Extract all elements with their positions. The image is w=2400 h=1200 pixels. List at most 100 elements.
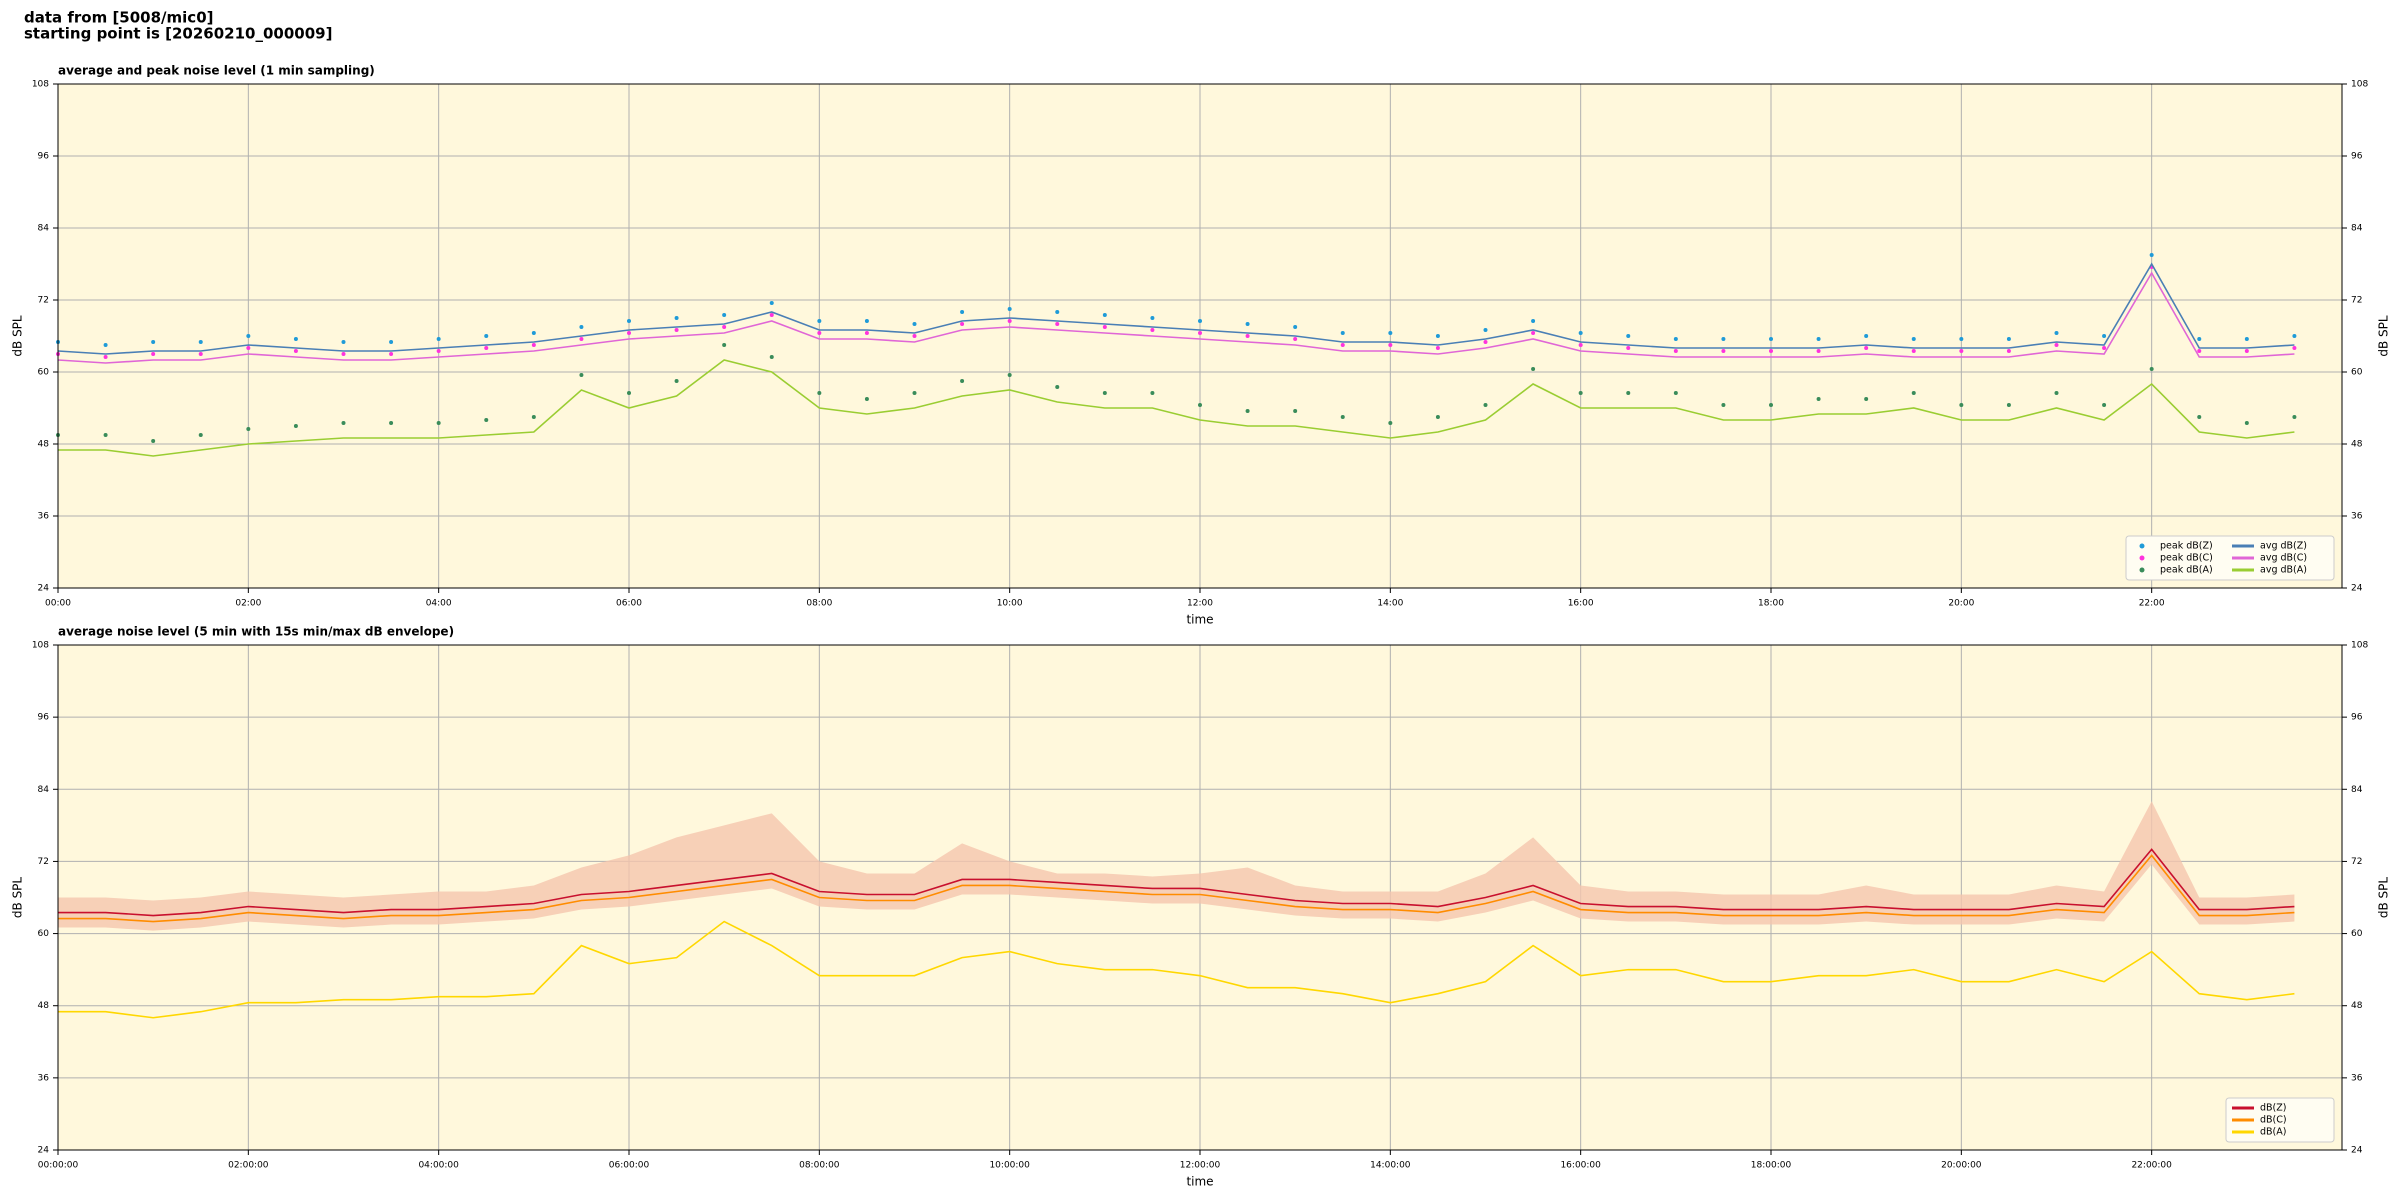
data-point bbox=[293, 424, 298, 428]
data-point bbox=[1198, 331, 1202, 335]
data-line bbox=[58, 848, 2295, 917]
x-tick-label: 20:00:00 bbox=[1941, 1161, 1982, 1171]
legend-label: dB(A) bbox=[2260, 1127, 2286, 1138]
data-point bbox=[2197, 415, 2202, 419]
x-tick-label: 00:00 bbox=[45, 599, 71, 609]
legend-label: peak dB(Z) bbox=[2160, 541, 2213, 552]
data-point bbox=[531, 331, 536, 335]
data-point bbox=[1293, 409, 1298, 413]
data-point bbox=[1055, 385, 1060, 389]
data-point bbox=[1769, 337, 1773, 341]
data-point bbox=[1626, 334, 1631, 338]
y2-tick-label: 48 bbox=[2351, 1001, 2363, 1011]
data-point bbox=[1102, 325, 1107, 329]
data-point bbox=[1388, 331, 1393, 335]
y-tick-label: 108 bbox=[32, 641, 49, 651]
y2-axis-label: dB SPL bbox=[2377, 877, 2391, 919]
data-point bbox=[1150, 328, 1155, 332]
y-tick-label: 24 bbox=[38, 584, 50, 594]
data-point bbox=[1531, 319, 1536, 323]
data-point bbox=[103, 343, 108, 347]
data-point bbox=[1198, 403, 1202, 407]
data-point bbox=[484, 418, 489, 422]
y-tick-label: 84 bbox=[38, 224, 50, 234]
x-axis-label: time bbox=[1186, 1175, 1213, 1189]
y2-axis-label: dB SPL bbox=[2377, 315, 2391, 357]
x-tick-label: 04:00 bbox=[426, 599, 452, 609]
data-point bbox=[2102, 346, 2107, 350]
y2-tick-label: 72 bbox=[2351, 857, 2362, 867]
data-point bbox=[246, 334, 251, 338]
data-point bbox=[2006, 337, 2011, 341]
data-point bbox=[1531, 331, 1536, 335]
x-tick-label: 06:00 bbox=[616, 599, 642, 609]
y2-tick-label: 60 bbox=[2351, 368, 2363, 378]
y2-tick-label: 108 bbox=[2351, 641, 2368, 651]
y-axis-label: dB SPL bbox=[11, 877, 25, 919]
data-point bbox=[1626, 346, 1631, 350]
data-point bbox=[1245, 322, 1250, 326]
data-point bbox=[2149, 253, 2154, 257]
x-tick-label: 16:00 bbox=[1568, 599, 1594, 609]
data-line bbox=[57, 271, 2295, 364]
data-point bbox=[1911, 349, 1916, 353]
data-point bbox=[1388, 343, 1393, 347]
data-point bbox=[1388, 421, 1393, 425]
y-tick-label: 84 bbox=[38, 785, 50, 795]
data-point bbox=[151, 352, 156, 356]
y-tick-label: 60 bbox=[38, 368, 50, 378]
y-tick-label: 72 bbox=[38, 296, 49, 306]
x-tick-label: 08:00 bbox=[806, 599, 832, 609]
data-point bbox=[389, 340, 394, 344]
x-tick-label: 20:00 bbox=[1948, 599, 1974, 609]
data-point bbox=[389, 352, 394, 356]
y-tick-label: 48 bbox=[38, 1001, 50, 1011]
data-point bbox=[1483, 403, 1488, 407]
data-point bbox=[293, 349, 298, 353]
data-point bbox=[627, 391, 631, 395]
x-tick-label: 22:00:00 bbox=[2131, 1161, 2172, 1171]
x-tick-label: 18:00:00 bbox=[1751, 1161, 1792, 1171]
data-point bbox=[1435, 415, 1440, 419]
data-point bbox=[1435, 334, 1440, 338]
data-point bbox=[1721, 349, 1726, 353]
data-point bbox=[1721, 337, 1726, 341]
data-point bbox=[198, 352, 203, 356]
data-point bbox=[151, 439, 156, 443]
data-point bbox=[198, 433, 203, 437]
data-point bbox=[1293, 325, 1298, 329]
data-point bbox=[1816, 337, 1821, 341]
legend-box bbox=[2125, 535, 2335, 581]
data-point bbox=[484, 346, 489, 350]
header-line: starting point is [20260210_000009] bbox=[24, 25, 332, 43]
data-point bbox=[1007, 319, 1012, 323]
data-point bbox=[1959, 349, 1964, 353]
data-point bbox=[341, 421, 346, 425]
data-point bbox=[722, 343, 727, 347]
y2-tick-label: 24 bbox=[2351, 1146, 2363, 1156]
y2-tick-label: 84 bbox=[2351, 785, 2363, 795]
data-point bbox=[2102, 403, 2107, 407]
data-line bbox=[58, 854, 2295, 923]
data-point bbox=[769, 355, 774, 359]
legend-label: dB(C) bbox=[2260, 1115, 2287, 1126]
data-point bbox=[1578, 343, 1583, 347]
data-point bbox=[960, 310, 965, 314]
data-point bbox=[531, 415, 536, 419]
data-point bbox=[1055, 322, 1060, 326]
data-point bbox=[1198, 319, 1202, 323]
x-tick-label: 14:00:00 bbox=[1370, 1161, 1411, 1171]
data-point bbox=[817, 319, 822, 323]
data-point bbox=[864, 331, 869, 335]
y-tick-label: 96 bbox=[38, 152, 50, 162]
legend-label: peak dB(A) bbox=[2160, 565, 2213, 576]
chart-title: average noise level (5 min with 15s min/… bbox=[58, 625, 454, 639]
data-point bbox=[1673, 349, 1678, 353]
x-tick-label: 18:00 bbox=[1758, 599, 1784, 609]
data-point bbox=[627, 331, 631, 335]
legend-label: dB(Z) bbox=[2260, 1103, 2286, 1114]
data-point bbox=[341, 352, 346, 356]
data-point bbox=[817, 391, 822, 395]
data-point bbox=[1864, 397, 1869, 401]
